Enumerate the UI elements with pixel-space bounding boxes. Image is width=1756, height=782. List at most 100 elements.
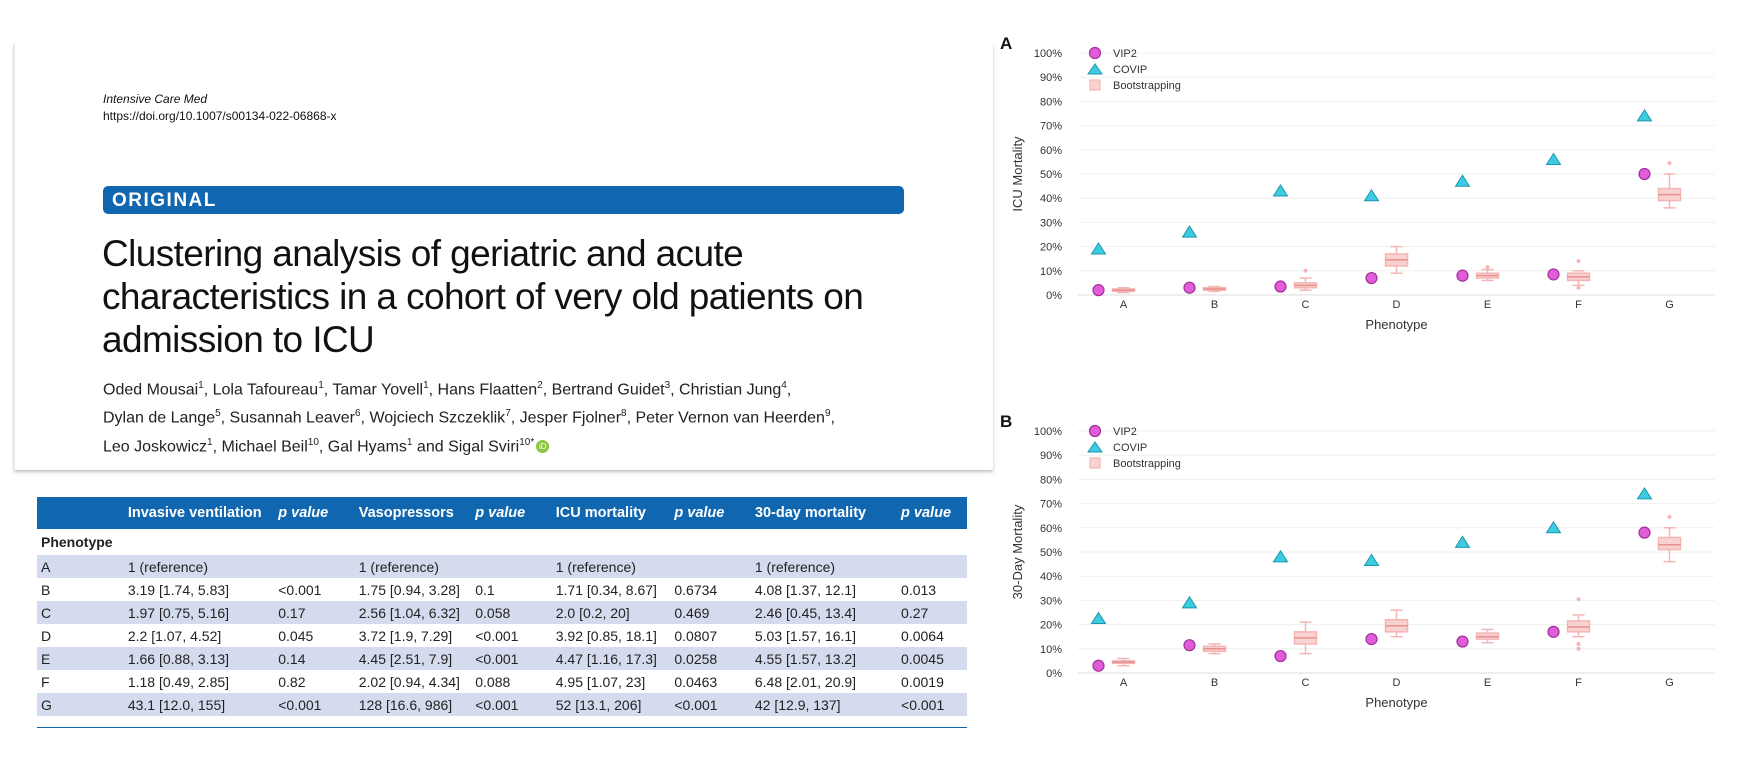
column-header: p value <box>471 497 552 529</box>
group-label: Phenotype <box>41 534 113 550</box>
author-affiliation: 2 <box>537 380 543 391</box>
y-tick-label: 40% <box>1040 571 1062 583</box>
author-affiliation: 1 <box>423 380 429 391</box>
author-name: Gal Hyams <box>327 437 407 455</box>
results-table: Invasive ventilation p value Vasopressors p… <box>37 497 967 716</box>
legend-vip2-marker <box>1088 46 1102 60</box>
table-cell: <0.001 <box>274 693 355 716</box>
legend-label: VIP2 <box>1113 426 1137 438</box>
x-tick-label: B <box>1211 299 1218 311</box>
column-header: Vasopressors <box>354 497 472 529</box>
covip-point <box>1272 549 1289 563</box>
table-cell: <0.001 <box>278 581 322 598</box>
x-tick-label: A <box>1120 299 1128 311</box>
table-cell: 0.0807 <box>674 627 718 644</box>
table-cell: 0.0064 <box>901 627 944 644</box>
table-cell: 1 (reference) <box>551 555 671 578</box>
y-tick-label: 30% <box>1040 595 1062 607</box>
table-cell: <0.001 <box>471 693 552 716</box>
author-name: Bertrand Guidet <box>551 381 665 399</box>
table-cell <box>471 555 552 578</box>
author-list: Oded Mousai1, Lola Tafoureau1, Tamar Yov… <box>103 380 835 455</box>
box-outlier <box>1485 265 1490 270</box>
x-tick-label: E <box>1484 299 1491 311</box>
author-affiliation: 3 <box>664 380 671 391</box>
table-cell: 1.71 [0.34, 8.67] <box>555 581 657 598</box>
vip2-point <box>1183 639 1196 652</box>
covip-point <box>1363 188 1380 202</box>
covip-point <box>1636 486 1653 500</box>
box-outlier <box>1667 161 1672 166</box>
table-cell: 0.17 <box>274 601 355 624</box>
box-outlier <box>1303 268 1308 273</box>
table-cell: 43.1 [12.0, 155] <box>123 693 275 716</box>
author-affiliation: 4 <box>781 380 787 391</box>
table-cell: 0.058 <box>471 601 552 624</box>
x-tick-label: C <box>1302 677 1310 689</box>
author-affiliation: 10* <box>519 436 535 448</box>
table-cell: 1.97 [0.75, 5.16] <box>123 601 275 624</box>
table-cell: 3.19 [1.74, 5.83] <box>127 581 230 598</box>
table-cell <box>897 555 967 578</box>
x-tick-label: F <box>1575 299 1582 311</box>
journal-name: Intensive Care Med <box>103 92 208 106</box>
table-cell: 0.0019 <box>901 673 944 690</box>
covip-point <box>1454 535 1471 548</box>
y-tick-label: 80% <box>1040 474 1062 486</box>
table-cell: 0.045 <box>278 627 314 644</box>
table-cell: <0.001 <box>475 627 519 644</box>
table-cell: 1 (reference) <box>354 555 472 578</box>
table-row: F 1.18 [0.49, 2.85] 0.82 2.02 [0.94, 4.34] 0… <box>37 670 967 693</box>
author-name: Hans Flaatten <box>437 381 538 399</box>
table-cell: 0.088 <box>475 673 511 690</box>
author-name: Michael Beil <box>221 437 308 455</box>
table-cell: 2.46 [0.45, 13.4] <box>750 601 898 624</box>
table-cell: 3.72 [1.9, 7.29] <box>358 627 453 644</box>
table-cell: 2.2 [1.07, 4.52] <box>127 627 222 644</box>
table-cell: 2.56 [1.04, 6.32] <box>354 601 472 624</box>
y-tick-label: 10% <box>1040 644 1062 656</box>
table-cell: 3.92 [0.85, 18.1] <box>555 627 657 644</box>
table-cell: 1.18 [0.49, 2.85] <box>127 673 230 690</box>
author-affiliation: 1 <box>198 380 204 391</box>
author-name: Tamar Yovell <box>332 381 424 399</box>
author-affiliation: 7 <box>505 408 511 420</box>
table-cell: 0.6734 <box>674 581 718 598</box>
table-header-row: Invasive ventilation p value Vasopressors p… <box>37 497 967 529</box>
covip-point <box>1454 174 1471 187</box>
vip2-point <box>1365 633 1378 646</box>
table-group-row: Phenotype <box>37 529 967 555</box>
y-tick-label: 0% <box>1046 668 1062 680</box>
y-tick-label: 90% <box>1040 450 1062 462</box>
legend-label: COVIP <box>1113 442 1147 454</box>
orcid-icon[interactable]: iD <box>536 440 550 454</box>
x-tick-label: A <box>1120 677 1128 689</box>
column-header: p value <box>670 497 751 529</box>
covip-point <box>1545 152 1562 165</box>
author-name: Peter Vernon van Heerden <box>635 409 825 427</box>
y-axis-label: 30-Day Mortality <box>1010 504 1025 599</box>
covip-point <box>1272 184 1289 197</box>
covip-point <box>1181 225 1198 238</box>
vip2-point <box>1547 268 1560 281</box>
table-cell: <0.001 <box>471 647 552 670</box>
author-name: Leo Joskowicz <box>103 437 208 455</box>
x-tick-label: C <box>1302 299 1310 311</box>
y-tick-label: 20% <box>1040 620 1062 632</box>
doi-link[interactable]: https://doi.org/10.1007/s00134-022-06868… <box>103 109 337 123</box>
paper-header-card: Intensive Care Med https://doi.org/10.10… <box>14 44 993 470</box>
table-cell: 128 [16.6, 986] <box>354 693 472 716</box>
table-cell: C <box>37 601 124 624</box>
table-cell: 0.1 <box>475 581 495 598</box>
box-outlier <box>1576 597 1581 602</box>
author-name: Christian Jung <box>679 381 782 399</box>
table-row: E 1.66 [0.88, 3.13] 0.14 4.45 [2.51, 7.9] <0… <box>37 647 967 670</box>
table-cell: 0.469 <box>670 601 751 624</box>
table-cell: E <box>37 647 124 670</box>
table-cell: 0.013 <box>901 581 937 598</box>
vip2-point <box>1456 269 1469 282</box>
y-tick-label: 100% <box>1034 48 1062 60</box>
table-row: B 3.19 [1.74, 5.83] <0.001 1.75 [0.94, 3.28… <box>37 578 967 601</box>
section-band: ORIGINAL <box>103 186 904 214</box>
